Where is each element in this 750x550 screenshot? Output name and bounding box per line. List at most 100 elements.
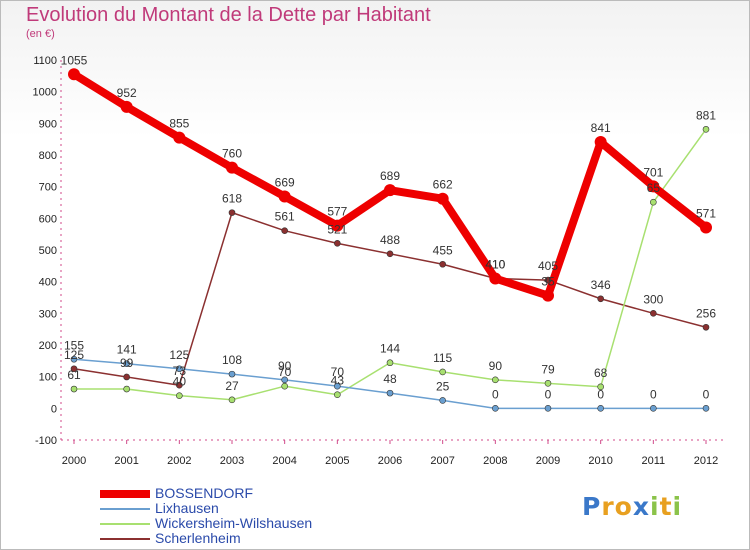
data-label: 35 [541, 275, 555, 289]
data-point [647, 180, 660, 193]
data-point [702, 405, 710, 412]
logo-letter: r [601, 492, 615, 521]
data-point [176, 381, 183, 389]
data-label: 410 [485, 258, 505, 272]
data-label: 65 [647, 181, 661, 195]
line-chart: -100010020030040050060070080090010001100… [33, 53, 726, 467]
data-label: 0 [703, 387, 710, 401]
data-label: 0 [492, 387, 499, 401]
data-label: 410 [485, 258, 505, 272]
y-tick-label: 500 [39, 245, 57, 257]
data-point [597, 295, 604, 303]
data-point [334, 382, 341, 390]
data-point [228, 370, 236, 378]
legend-swatch [100, 490, 150, 498]
data-label: 760 [222, 147, 242, 161]
x-tick-label: 2003 [220, 455, 244, 467]
y-tick-label: 400 [39, 277, 57, 289]
data-point [597, 405, 604, 412]
data-label: 125 [64, 348, 84, 362]
data-point [123, 360, 130, 367]
x-tick-label: 2011 [642, 455, 666, 467]
data-label: 79 [541, 362, 555, 376]
data-label: 571 [696, 207, 716, 221]
axes: -100010020030040050060070080090010001100… [33, 55, 726, 467]
series-points [68, 68, 712, 412]
data-label: 155 [64, 338, 84, 352]
data-point [68, 68, 80, 81]
y-tick-label: 200 [39, 340, 57, 352]
data-point [123, 373, 130, 381]
data-label: 346 [591, 278, 611, 292]
x-tick-label: 2007 [430, 455, 454, 467]
data-label: 689 [380, 169, 400, 183]
data-label: 256 [696, 306, 716, 320]
data-point [544, 276, 552, 284]
data-point [700, 221, 712, 234]
data-point [281, 227, 288, 234]
y-tick-label: 700 [39, 182, 57, 194]
chart-subtitle: (en €) [26, 28, 55, 40]
data-point [439, 397, 446, 404]
data-labels: 1055 952 855 760 669 577 689 662 410 35 841 701 571 1… [61, 53, 717, 401]
data-point [702, 126, 710, 133]
logo-letter: i [650, 492, 660, 521]
x-tick-label: 2004 [272, 455, 296, 467]
data-label: 300 [643, 292, 663, 306]
data-label: 90 [278, 359, 292, 373]
x-tick-label: 2002 [167, 455, 191, 467]
x-tick-label: 2012 [694, 455, 718, 467]
data-label: 115 [433, 351, 452, 365]
chart-title: Evolution du Montant de la Dette par Hab… [26, 4, 431, 26]
y-tick-label: 0 [51, 403, 57, 415]
data-label: 0 [597, 387, 604, 401]
data-point [173, 131, 186, 144]
data-label: 25 [436, 379, 450, 393]
data-point [597, 383, 604, 391]
data-label: 561 [275, 210, 295, 224]
data-point [492, 376, 499, 384]
data-point [334, 391, 341, 399]
data-point [331, 219, 344, 232]
legend-label: Lixhausen [155, 500, 219, 516]
data-point [594, 136, 607, 149]
y-tick-label: 600 [39, 213, 57, 225]
data-point [436, 192, 449, 205]
data-point [281, 382, 288, 390]
legend-swatch [100, 523, 150, 525]
data-point [386, 250, 394, 258]
data-point [542, 289, 554, 302]
data-label: 521 [327, 222, 347, 236]
data-label: 40 [173, 375, 187, 389]
data-label: 43 [331, 374, 345, 388]
data-point [439, 260, 446, 268]
data-point [384, 184, 396, 197]
data-label: 1055 [61, 53, 88, 67]
data-label: 701 [643, 165, 663, 179]
data-label: 669 [275, 175, 295, 189]
data-label: 48 [383, 372, 397, 386]
proxiti-logo: Proxiti [582, 492, 682, 521]
x-tick-label: 2010 [588, 455, 612, 467]
data-point [226, 161, 238, 174]
data-point [650, 198, 657, 206]
x-tick-label: 2005 [325, 455, 349, 467]
logo-letter: x [632, 492, 650, 521]
data-label: 662 [433, 178, 453, 192]
data-point [489, 272, 502, 285]
data-point [544, 405, 552, 412]
logo-letter: i [672, 492, 683, 521]
data-label: 841 [591, 121, 611, 135]
x-tick-label: 2009 [536, 455, 560, 467]
data-point [281, 376, 288, 384]
x-tick-label: 2008 [483, 455, 507, 467]
y-tick-label: 1000 [33, 87, 57, 99]
data-label: 618 [222, 192, 242, 206]
data-point [70, 385, 78, 393]
data-label: 0 [650, 387, 657, 401]
x-tick-label: 2001 [114, 455, 138, 467]
data-label: 405 [538, 259, 558, 273]
data-point [120, 100, 133, 113]
data-point [650, 405, 657, 412]
